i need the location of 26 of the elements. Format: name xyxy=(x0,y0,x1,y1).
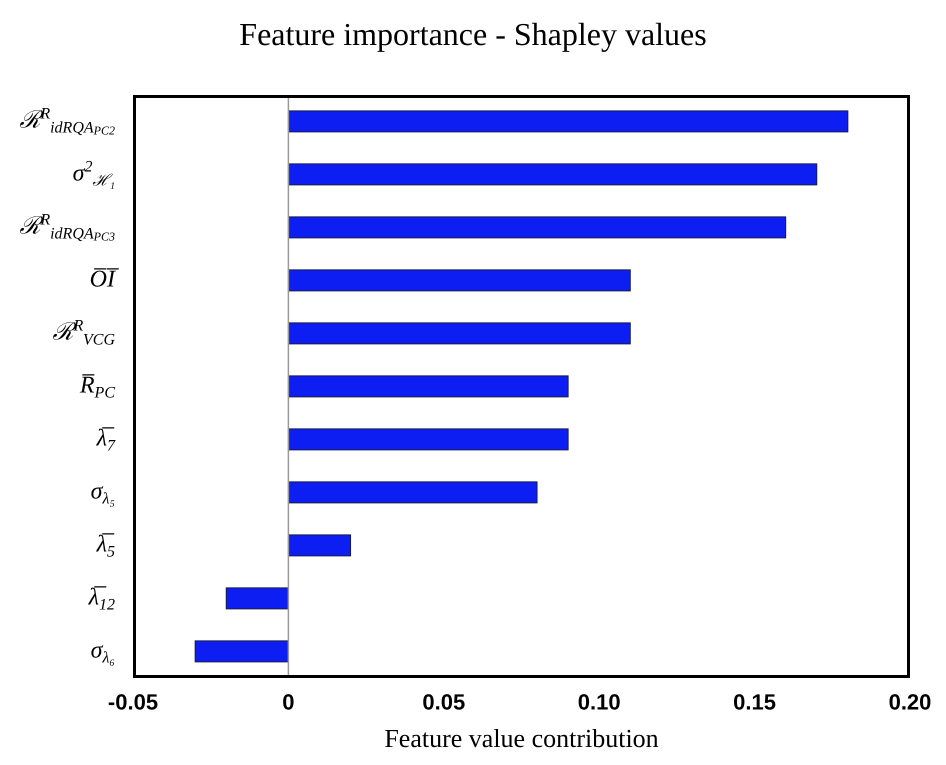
bar xyxy=(288,269,631,292)
x-tick-label: 0.05 xyxy=(422,690,466,715)
bar xyxy=(288,110,848,132)
x-tick-label: 0 xyxy=(282,690,295,715)
bar xyxy=(288,534,352,556)
x-tick-label: 0.20 xyxy=(888,690,932,715)
x-axis-title: Feature value contribution xyxy=(383,724,660,754)
chart-title: Feature importance - Shapley values xyxy=(238,16,708,53)
x-tick-label: -0.05 xyxy=(108,690,158,715)
x-tick-label: 0.15 xyxy=(733,690,776,715)
bar xyxy=(288,375,569,398)
y-tick-label: σ$_{λ₆}$ xyxy=(90,638,115,666)
bar xyxy=(194,640,289,662)
y-tick-label: λ̅$_{7}$ xyxy=(96,426,116,454)
y-tick-label: O̅I̅ xyxy=(90,266,120,292)
x-tick-label: 0.10 xyxy=(578,690,621,715)
y-tick-label: λ̅$_{5}$ xyxy=(96,532,115,560)
bar xyxy=(288,322,631,344)
bar xyxy=(288,428,569,450)
y-tick-label: R̅$_{PC}$ xyxy=(78,372,116,402)
bar xyxy=(288,481,538,504)
y-tick-label: λ̅$_{12}$ xyxy=(88,584,115,614)
bar xyxy=(288,163,818,186)
bar xyxy=(288,216,786,238)
y-tick-label: σ$_{λ₅}$ xyxy=(90,478,115,508)
bar xyxy=(226,587,289,610)
